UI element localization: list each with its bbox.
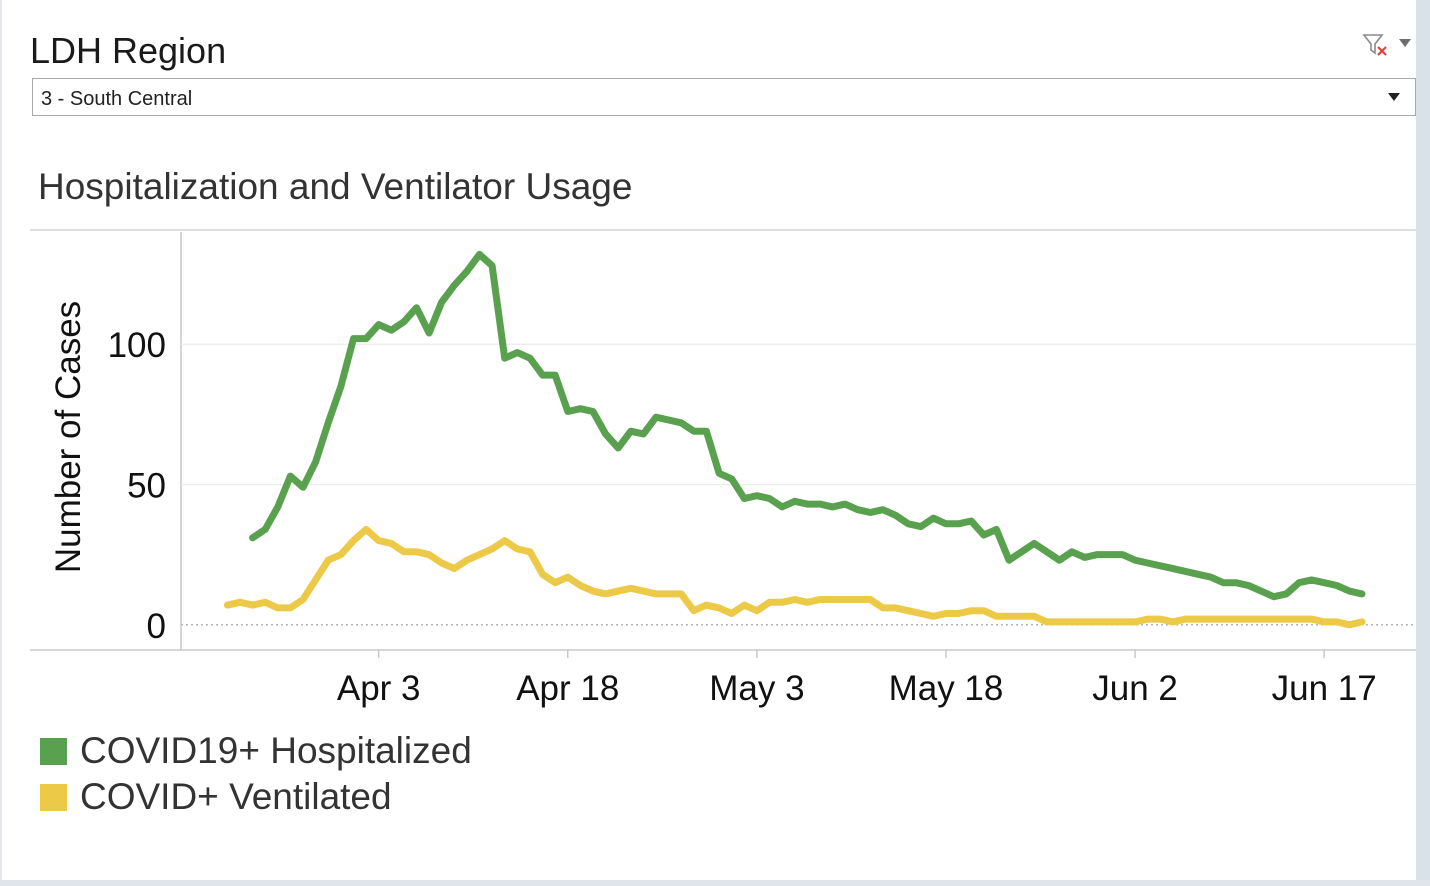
scrollbar-track[interactable] bbox=[1416, 0, 1430, 886]
legend-swatch-yellow bbox=[40, 784, 67, 811]
y-axis-title: Number of Cases bbox=[49, 301, 88, 573]
chart-title: Hospitalization and Ventilator Usage bbox=[38, 166, 633, 207]
legend-label: COVID19+ Hospitalized bbox=[80, 730, 472, 771]
filter-clear-icon[interactable] bbox=[1362, 32, 1390, 58]
caret-down-icon[interactable] bbox=[1398, 38, 1412, 48]
region-dropdown[interactable]: 3 - South Central bbox=[32, 78, 1416, 116]
y-tick-label: 0 bbox=[147, 607, 166, 646]
x-tick-label: May 18 bbox=[889, 669, 1004, 708]
y-tick-label: 50 bbox=[127, 466, 166, 505]
series-line-hospitalized[interactable] bbox=[249, 250, 1366, 601]
region-dropdown-value: 3 - South Central bbox=[41, 88, 193, 110]
series-line-ventilated[interactable] bbox=[223, 525, 1366, 629]
y-tick-label: 100 bbox=[108, 326, 166, 365]
x-tick-label: May 3 bbox=[709, 669, 804, 708]
x-tick-label: Jun 2 bbox=[1092, 669, 1178, 708]
x-tick-label: Apr 3 bbox=[337, 669, 421, 708]
x-tick-label: Apr 18 bbox=[516, 669, 619, 708]
legend-label: COVID+ Ventilated bbox=[80, 776, 392, 817]
chevron-down-icon bbox=[1388, 93, 1400, 101]
filter-title: LDH Region bbox=[30, 30, 227, 71]
panel-bottom-border bbox=[0, 880, 1430, 886]
legend-swatch-green bbox=[40, 738, 67, 765]
x-tick-label: Jun 17 bbox=[1272, 669, 1377, 708]
